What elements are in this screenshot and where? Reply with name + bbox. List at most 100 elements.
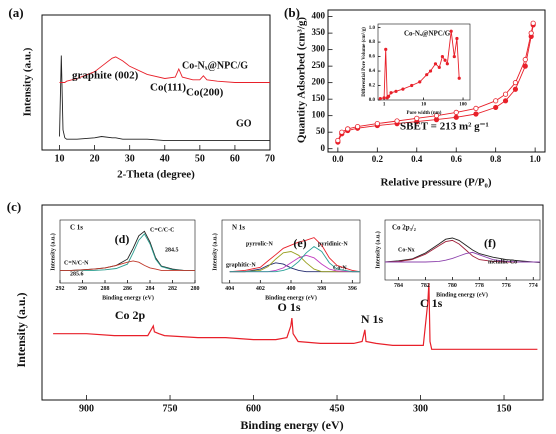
data-point (425, 73, 429, 77)
panel-label: (a) (8, 5, 23, 20)
y-tick-label: 0.2 (369, 84, 376, 89)
x-tick-label: 404 (225, 286, 234, 292)
plot-frame (384, 219, 541, 281)
y-axis-label: Quantity Adsorbed (cm³/g) (296, 17, 308, 143)
y-tick-label: 0.6 (369, 55, 376, 60)
data-point (445, 62, 449, 66)
panel-label: (b) (284, 5, 300, 20)
data-point (433, 113, 440, 119)
x-tick-label: 0.2 (372, 154, 384, 164)
series-line (60, 233, 195, 271)
x-tick-label: 286 (123, 286, 132, 292)
annotation: Co-N (333, 265, 347, 271)
series-line (59, 55, 270, 142)
chart-title: Co-Nₓ@NPC/G (404, 30, 451, 38)
y-tick-label: 0.8 (369, 40, 376, 45)
series-line (229, 251, 360, 273)
data-point (512, 86, 519, 92)
data-point (382, 96, 386, 100)
data-point (354, 123, 361, 130)
x-tick-label: 282 (168, 286, 177, 292)
y-tick-label: 0.0 (369, 98, 376, 103)
series-line (229, 237, 361, 273)
annotation: graphite (002) (72, 70, 139, 82)
data-point (453, 114, 459, 120)
data-point (345, 126, 351, 132)
x-tick-label: 10 (55, 153, 65, 164)
data-point (335, 137, 341, 144)
data-point (493, 98, 499, 104)
x-tick-label: 396 (348, 286, 357, 292)
y-axis-label: Intensity (a.u.) (22, 47, 34, 116)
y-axis-label: Intensity (a.u.) (49, 233, 56, 271)
x-tick-label: 0.0 (332, 154, 344, 164)
data-point (437, 65, 441, 70)
x-tick-label: 70 (265, 153, 275, 164)
x-tick-label: 782 (421, 283, 430, 289)
x-tick-label: 778 (475, 283, 484, 289)
x-tick-label: 600 (246, 403, 261, 414)
series-line (337, 24, 534, 143)
data-point (378, 96, 382, 101)
x-tick-label: 20 (90, 153, 100, 164)
y-tick-label: 350 (312, 27, 326, 37)
annotation: metallic Co (488, 259, 517, 265)
x-tick-label: 780 (448, 283, 457, 289)
chart-title: C 1s (70, 224, 83, 232)
data-point (455, 36, 459, 41)
data-point (522, 56, 528, 63)
chart-title: Co 2p₃/₂ (392, 224, 416, 232)
annotation: C 1s (420, 296, 443, 310)
x-tick-label: 0.8 (490, 154, 502, 164)
x-tick-label: 1.0 (530, 154, 542, 164)
annotation: O 1s (277, 300, 300, 314)
data-point (374, 121, 380, 127)
series-line (385, 251, 540, 263)
series-line (60, 260, 195, 271)
x-tick-label: 292 (56, 286, 65, 292)
annotation: C=C/C-C (150, 227, 174, 233)
panel-label: (c) (7, 199, 21, 214)
y-tick-label: 200 (312, 77, 326, 87)
data-point (473, 105, 479, 112)
data-point (528, 30, 534, 36)
data-point (443, 58, 447, 62)
data-point (453, 109, 459, 115)
x-axis-label: Relative pressure (P/P₀) (380, 177, 491, 189)
y-axis-label: Intensity (a.u.) (211, 233, 218, 271)
annotation: Co(200) (186, 87, 224, 99)
x-axis-label: 2-Theta (degree) (117, 169, 195, 181)
x-axis-label: Pore width (nm) (407, 111, 442, 116)
x-tick-label: 776 (502, 283, 511, 289)
x-tick-label: 10 (421, 103, 427, 108)
x-tick-label: 402 (256, 286, 265, 292)
y-axis-label: Intensity (a.u.) (374, 231, 381, 269)
x-tick-label: 60 (230, 153, 240, 164)
x-tick-label: 398 (317, 286, 326, 292)
data-point (512, 80, 519, 86)
chart-title: N 1s (232, 224, 245, 232)
data-point (433, 62, 438, 66)
data-point (440, 54, 445, 59)
data-point (394, 89, 398, 93)
annotation: SBET = 213 m² g⁻¹ (400, 121, 489, 133)
data-point (339, 129, 345, 135)
x-axis-label: Binding energy (eV) (102, 294, 154, 301)
annotation: 284.5 (165, 247, 179, 253)
x-tick-label: 900 (79, 403, 94, 414)
x-axis-label: Binding energy (eV) (436, 291, 488, 298)
data-point (457, 76, 461, 80)
annotation: Co(111) (150, 82, 186, 94)
annotation: Co-Nx (398, 247, 415, 253)
x-tick-label: 1 (383, 103, 386, 108)
y-tick-label: 50 (316, 126, 326, 136)
data-point (414, 115, 420, 121)
x-tick-label: 400 (287, 286, 296, 292)
x-tick-label: 284 (146, 286, 155, 292)
x-tick-label: 150 (497, 403, 512, 414)
x-tick-label: 50 (195, 153, 205, 164)
y-axis-label: Intensity (a.u.) (14, 292, 28, 367)
data-point (473, 111, 479, 117)
data-point (418, 80, 422, 84)
x-axis-label: Binding energy (eV) (265, 294, 317, 301)
